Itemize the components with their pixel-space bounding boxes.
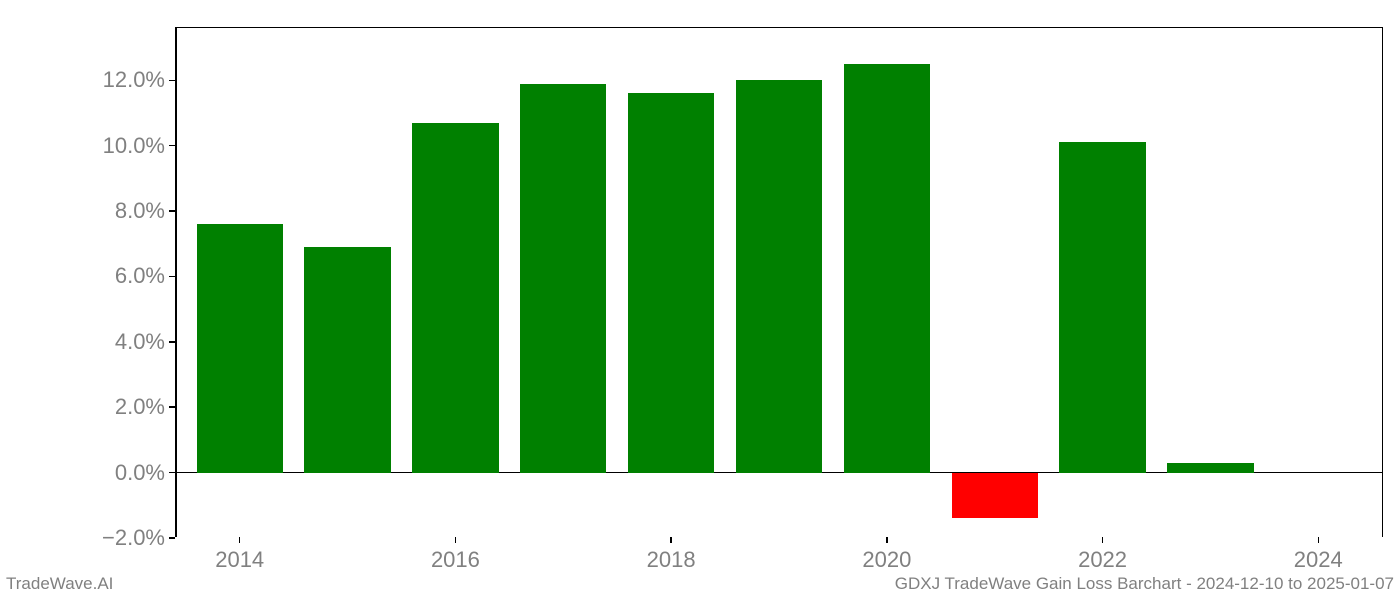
bar bbox=[628, 93, 714, 472]
x-tick-label: 2022 bbox=[1078, 547, 1127, 573]
y-tick-mark bbox=[169, 406, 175, 408]
bar bbox=[520, 84, 606, 473]
bar bbox=[844, 64, 930, 473]
x-tick-label: 2024 bbox=[1294, 547, 1343, 573]
bar bbox=[736, 80, 822, 472]
bar bbox=[197, 224, 283, 472]
footer-brand: TradeWave.AI bbox=[6, 574, 113, 594]
y-tick-label: 10.0% bbox=[103, 133, 165, 159]
y-tick-mark bbox=[169, 210, 175, 212]
y-tick-label: 2.0% bbox=[115, 394, 165, 420]
y-tick-mark bbox=[169, 276, 175, 278]
y-tick-mark bbox=[169, 145, 175, 147]
y-tick-label: −2.0% bbox=[102, 525, 165, 551]
y-tick-label: 6.0% bbox=[115, 263, 165, 289]
footer-caption: GDXJ TradeWave Gain Loss Barchart - 2024… bbox=[895, 574, 1394, 594]
y-tick-mark bbox=[169, 80, 175, 82]
x-tick-mark bbox=[670, 537, 672, 543]
x-tick-mark bbox=[1102, 537, 1104, 543]
x-tick-label: 2020 bbox=[862, 547, 911, 573]
x-tick-label: 2016 bbox=[431, 547, 480, 573]
bar bbox=[952, 473, 1038, 519]
y-axis-spine bbox=[175, 28, 177, 537]
x-tick-mark bbox=[886, 537, 888, 543]
y-tick-label: 4.0% bbox=[115, 329, 165, 355]
x-tick-mark bbox=[239, 537, 241, 543]
y-tick-label: 8.0% bbox=[115, 198, 165, 224]
bar bbox=[304, 247, 390, 473]
gain-loss-barchart: −2.0% 0.0% 2.0% 4.0% 6.0% 8.0% 10.0% 12.0% 2014 2… bbox=[0, 0, 1400, 600]
y-tick-label: 0.0% bbox=[115, 460, 165, 486]
y-tick-mark bbox=[169, 472, 175, 474]
x-tick-mark bbox=[1318, 537, 1320, 543]
x-tick-label: 2014 bbox=[215, 547, 264, 573]
plot-area: −2.0%0.0%2.0%4.0%6.0%8.0%10.0%12.0%20142… bbox=[175, 27, 1383, 537]
bar bbox=[1167, 463, 1253, 473]
bar bbox=[1059, 142, 1145, 472]
x-tick-mark bbox=[455, 537, 457, 543]
y-tick-label: 12.0% bbox=[103, 67, 165, 93]
y-tick-mark bbox=[169, 537, 175, 539]
bar bbox=[412, 123, 498, 473]
x-tick-label: 2018 bbox=[647, 547, 696, 573]
y-tick-mark bbox=[169, 341, 175, 343]
